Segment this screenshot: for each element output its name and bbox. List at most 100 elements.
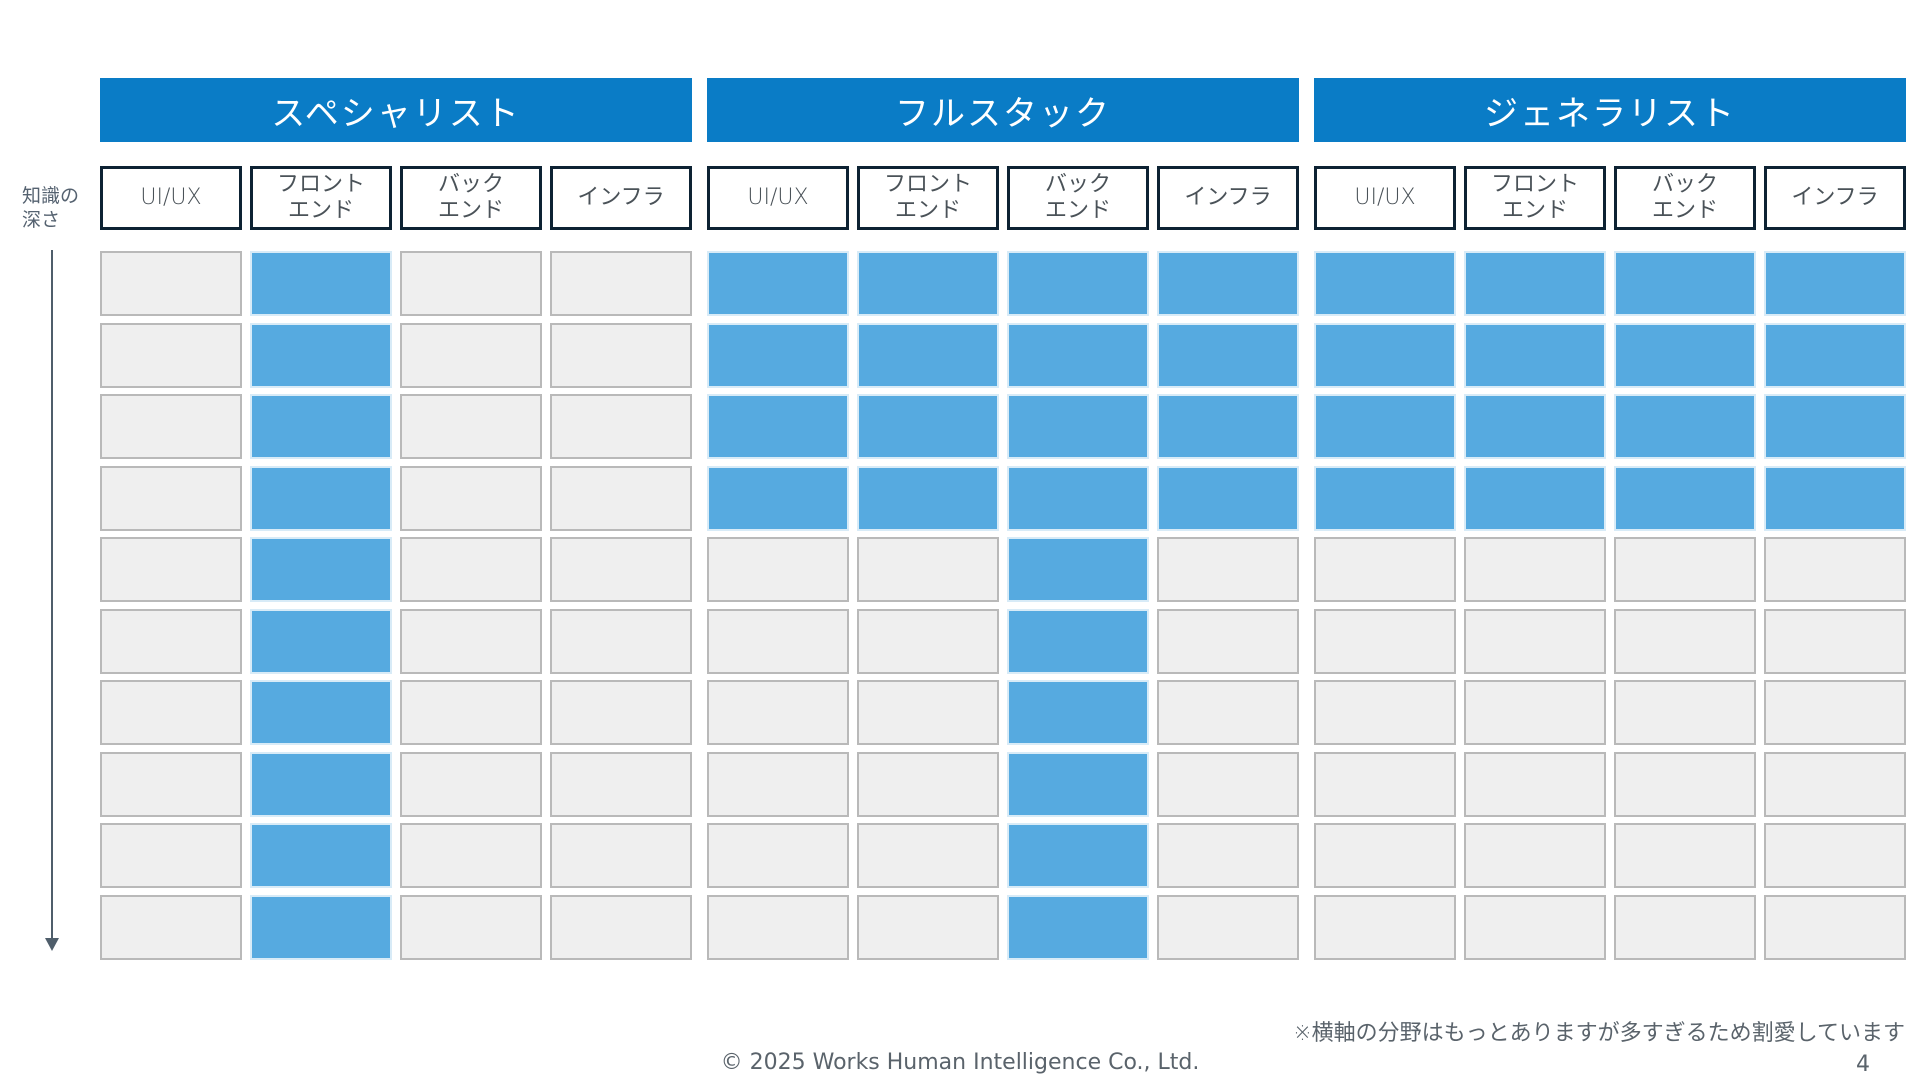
- knowledge-cell-filled: [1007, 823, 1149, 888]
- knowledge-cell-filled: [1007, 394, 1149, 459]
- knowledge-cell-empty: [707, 609, 849, 674]
- knowledge-cell-empty: [1157, 609, 1299, 674]
- knowledge-cell-empty: [100, 466, 242, 531]
- knowledge-cell-empty: [1464, 537, 1606, 602]
- knowledge-cell-empty: [550, 394, 692, 459]
- knowledge-cell-empty: [1464, 680, 1606, 745]
- knowledge-cell-filled: [1007, 609, 1149, 674]
- knowledge-cell-filled: [1007, 251, 1149, 316]
- knowledge-cell-empty: [857, 752, 999, 817]
- page-number: 4: [1856, 1052, 1870, 1077]
- knowledge-cell-empty: [550, 466, 692, 531]
- knowledge-cell-empty: [1314, 680, 1456, 745]
- knowledge-cell-filled: [1614, 394, 1756, 459]
- knowledge-cell-empty: [400, 466, 542, 531]
- knowledge-cell-empty: [1157, 680, 1299, 745]
- knowledge-cell-empty: [100, 609, 242, 674]
- knowledge-cell-empty: [550, 537, 692, 602]
- knowledge-cell-empty: [857, 680, 999, 745]
- knowledge-cell-empty: [1314, 895, 1456, 960]
- knowledge-cell-empty: [707, 752, 849, 817]
- knowledge-cell-empty: [400, 251, 542, 316]
- knowledge-cell-empty: [1764, 895, 1906, 960]
- knowledge-cell-empty: [400, 895, 542, 960]
- knowledge-cell-empty: [1157, 752, 1299, 817]
- knowledge-cell-empty: [1764, 752, 1906, 817]
- knowledge-cell-filled: [1764, 323, 1906, 388]
- column-header: バック エンド: [1007, 166, 1149, 230]
- knowledge-cell-empty: [550, 680, 692, 745]
- knowledge-cell-filled: [1314, 251, 1456, 316]
- knowledge-cell-empty: [100, 394, 242, 459]
- knowledge-cell-filled: [857, 394, 999, 459]
- knowledge-cell-filled: [1007, 680, 1149, 745]
- knowledge-cell-filled: [1314, 323, 1456, 388]
- knowledge-cell-filled: [1007, 537, 1149, 602]
- knowledge-cell-empty: [1464, 823, 1606, 888]
- column-header: フロント エンド: [250, 166, 392, 230]
- knowledge-cell-empty: [1157, 537, 1299, 602]
- knowledge-cell-empty: [100, 323, 242, 388]
- knowledge-cell-empty: [400, 394, 542, 459]
- knowledge-cell-empty: [100, 895, 242, 960]
- knowledge-cell-empty: [550, 323, 692, 388]
- knowledge-cell-empty: [707, 823, 849, 888]
- knowledge-cell-filled: [1764, 466, 1906, 531]
- knowledge-cell-empty: [857, 537, 999, 602]
- knowledge-cell-empty: [1314, 609, 1456, 674]
- knowledge-cell-filled: [1007, 466, 1149, 531]
- knowledge-cell-filled: [857, 466, 999, 531]
- knowledge-cell-filled: [1614, 251, 1756, 316]
- knowledge-cell-empty: [400, 680, 542, 745]
- knowledge-cell-empty: [857, 895, 999, 960]
- column-header: UI/UX: [1314, 166, 1456, 230]
- knowledge-cell-filled: [250, 823, 392, 888]
- knowledge-cell-empty: [707, 680, 849, 745]
- knowledge-cell-empty: [1614, 752, 1756, 817]
- knowledge-cell-empty: [1314, 537, 1456, 602]
- knowledge-cell-empty: [857, 823, 999, 888]
- column-header: UI/UX: [100, 166, 242, 230]
- column-header: インフラ: [550, 166, 692, 230]
- knowledge-cell-filled: [707, 251, 849, 316]
- knowledge-cell-filled: [1007, 752, 1149, 817]
- knowledge-cell-empty: [1764, 609, 1906, 674]
- knowledge-cell-empty: [1464, 609, 1606, 674]
- knowledge-cell-empty: [1764, 537, 1906, 602]
- knowledge-cell-empty: [1314, 823, 1456, 888]
- knowledge-cell-empty: [707, 895, 849, 960]
- knowledge-cell-filled: [1007, 895, 1149, 960]
- knowledge-cell-empty: [100, 537, 242, 602]
- column-header: フロント エンド: [1464, 166, 1606, 230]
- knowledge-cell-empty: [400, 823, 542, 888]
- knowledge-cell-filled: [250, 251, 392, 316]
- axis-label: 知識の 深さ: [22, 185, 80, 231]
- knowledge-cell-empty: [100, 823, 242, 888]
- knowledge-cell-filled: [250, 466, 392, 531]
- knowledge-cell-empty: [550, 609, 692, 674]
- group-header: ジェネラリスト: [1314, 78, 1906, 142]
- column-header: バック エンド: [1614, 166, 1756, 230]
- knowledge-cell-filled: [707, 466, 849, 531]
- knowledge-cell-empty: [400, 537, 542, 602]
- knowledge-cell-filled: [1464, 251, 1606, 316]
- knowledge-cell-empty: [400, 323, 542, 388]
- column-header: バック エンド: [400, 166, 542, 230]
- knowledge-cell-filled: [1464, 466, 1606, 531]
- knowledge-cell-empty: [400, 609, 542, 674]
- knowledge-cell-empty: [707, 537, 849, 602]
- knowledge-cell-empty: [100, 680, 242, 745]
- knowledge-cell-empty: [1614, 680, 1756, 745]
- knowledge-cell-filled: [250, 680, 392, 745]
- group-header: スペシャリスト: [100, 78, 692, 142]
- knowledge-cell-filled: [1464, 323, 1606, 388]
- knowledge-cell-empty: [1614, 537, 1756, 602]
- knowledge-cell-empty: [1614, 823, 1756, 888]
- knowledge-cell-empty: [1314, 752, 1456, 817]
- knowledge-cell-filled: [1764, 251, 1906, 316]
- knowledge-cell-filled: [857, 323, 999, 388]
- copyright: © 2025 Works Human Intelligence Co., Ltd…: [720, 1050, 1200, 1075]
- knowledge-cell-empty: [1157, 895, 1299, 960]
- footnote: ※横軸の分野はもっとありますが多すぎるため割愛しています: [1293, 1021, 1905, 1046]
